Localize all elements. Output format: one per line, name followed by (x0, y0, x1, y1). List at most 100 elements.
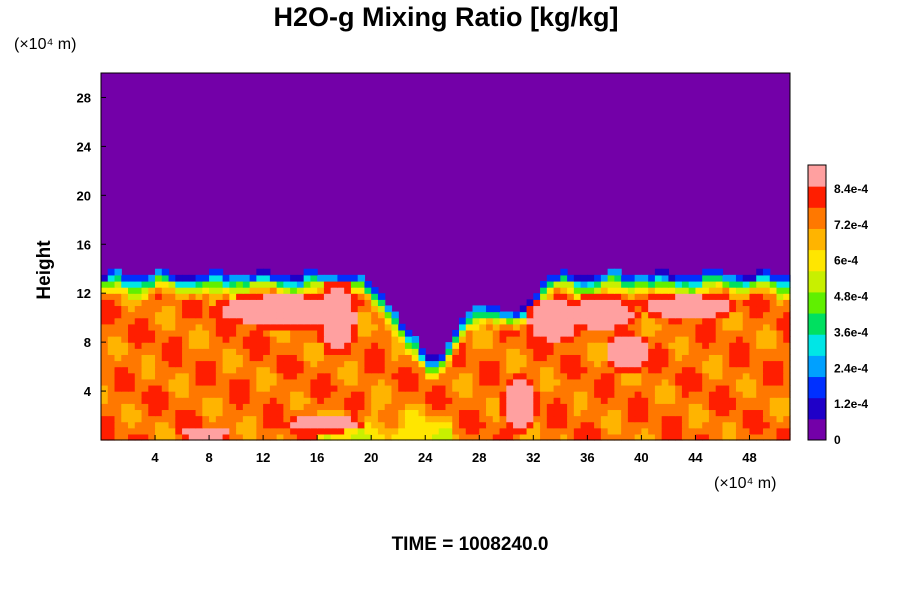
field-cell (121, 403, 129, 411)
field-cell (492, 366, 501, 374)
field-cell (641, 427, 649, 435)
field-cell (249, 372, 257, 380)
field-cell (114, 360, 122, 368)
field-cell (391, 317, 399, 325)
field-cell (722, 433, 730, 441)
field-cell (587, 348, 595, 355)
field-cell (303, 299, 311, 307)
field-cell (182, 274, 190, 282)
field-cell (776, 427, 784, 435)
field-cell (202, 305, 210, 313)
field-cell (425, 397, 433, 404)
field-cell (756, 305, 764, 313)
field-cell (337, 433, 345, 441)
field-cell (560, 378, 568, 386)
field-cell (675, 348, 683, 355)
field-cell (303, 378, 311, 386)
field-cell (121, 409, 129, 417)
field-cell (242, 354, 251, 362)
field-cell (661, 274, 670, 282)
field-cell (627, 287, 636, 294)
field-cell (317, 293, 325, 300)
field-cell (134, 354, 143, 362)
field-cell (627, 293, 636, 300)
field-cell (681, 329, 690, 337)
field-cell (776, 287, 784, 294)
field-cell (634, 433, 642, 441)
field-cell (621, 329, 629, 337)
field-cell (431, 409, 440, 417)
field-cell (614, 274, 622, 282)
field-cell (675, 336, 683, 343)
field-cell (202, 360, 210, 368)
field-cell (600, 274, 609, 282)
field-cell (621, 360, 629, 368)
field-cell (107, 268, 116, 276)
field-cell (560, 305, 568, 313)
field-cell (762, 311, 771, 319)
field-cell (526, 415, 534, 423)
field-cell (506, 391, 514, 398)
field-cell (621, 409, 629, 417)
field-cell (776, 329, 784, 337)
field-cell (722, 293, 730, 300)
field-cell (735, 274, 744, 282)
field-cell (762, 299, 771, 307)
field-cell (310, 409, 318, 417)
field-cell (337, 293, 345, 300)
field-cell (330, 366, 339, 374)
field-cell (614, 293, 622, 300)
field-cell (317, 274, 325, 282)
field-cell (675, 421, 683, 429)
field-cell (182, 378, 190, 386)
field-cell (540, 403, 548, 411)
field-cell (195, 384, 203, 392)
field-cell (769, 293, 778, 300)
field-cell (155, 293, 163, 300)
field-cell (546, 280, 555, 288)
field-cell (310, 329, 318, 337)
field-cell (573, 305, 582, 313)
field-cell (722, 360, 730, 368)
field-cell (303, 348, 311, 355)
field-cell (594, 372, 602, 380)
field-cell (540, 342, 548, 349)
field-cell (296, 317, 305, 325)
field-cell (715, 415, 724, 423)
field-cell (317, 391, 325, 398)
field-cell (263, 421, 271, 429)
field-cell (580, 391, 588, 398)
field-cell (242, 360, 251, 368)
field-cell (114, 336, 122, 343)
field-cell (236, 317, 244, 325)
field-cell (641, 323, 649, 331)
field-cell (776, 372, 784, 380)
field-cell (425, 372, 433, 380)
field-cell (452, 348, 460, 355)
field-cell (749, 433, 757, 441)
field-cell (769, 378, 778, 386)
field-cell (688, 378, 697, 386)
field-cell (695, 287, 703, 294)
field-cell (168, 348, 176, 355)
field-cell (391, 403, 399, 411)
field-cell (553, 409, 561, 417)
field-cell (553, 354, 561, 362)
field-cell (540, 293, 548, 300)
field-cell (668, 274, 676, 282)
field-cell (600, 397, 609, 404)
field-cell (114, 323, 122, 331)
field-cell (350, 280, 359, 288)
field-cell (776, 336, 784, 343)
field-cell (688, 391, 697, 398)
field-cell (715, 293, 724, 300)
field-cell (452, 421, 460, 429)
field-cell (269, 280, 278, 288)
field-cell (431, 372, 440, 380)
field-cell (735, 397, 744, 404)
field-cell (607, 360, 615, 368)
field-cell (607, 268, 615, 276)
field-cell (161, 287, 170, 294)
field-cell (134, 360, 143, 368)
field-cell (290, 305, 298, 313)
